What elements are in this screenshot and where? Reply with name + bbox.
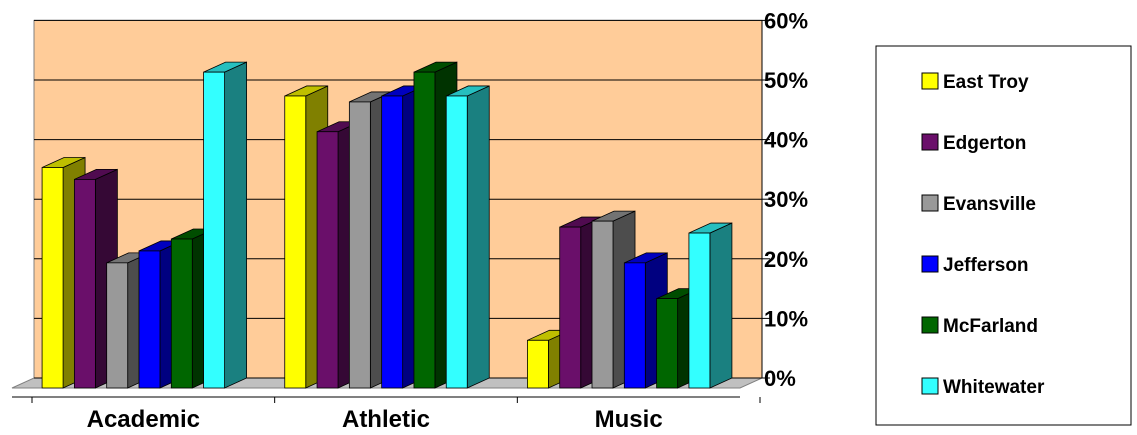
bar-front	[73, 178, 96, 389]
bar-front	[106, 262, 129, 389]
value-tick-label: 30%	[764, 187, 808, 212]
legend-swatch	[921, 255, 939, 273]
legend-item: Evansville	[921, 194, 1036, 215]
value-tick-label: 40%	[764, 128, 808, 153]
legend-label: Jefferson	[943, 255, 1029, 276]
legend-item: Edgerton	[921, 133, 1026, 154]
category-label: Athletic	[342, 406, 430, 430]
legend-item: Jefferson	[921, 255, 1029, 276]
legend-swatch	[921, 72, 939, 90]
legend-box	[875, 45, 1132, 426]
bar-front	[413, 71, 436, 389]
bar-front	[656, 298, 679, 389]
bar-front	[41, 167, 64, 389]
legend-swatch	[921, 377, 939, 395]
value-tick-label: 20%	[764, 247, 808, 272]
bar-front	[591, 220, 614, 389]
bar	[445, 85, 490, 389]
bar-front	[348, 101, 371, 389]
legend-item: Whitewater	[921, 377, 1045, 398]
bar-side	[709, 222, 733, 389]
legend-swatch	[921, 133, 939, 151]
value-tick-label: 10%	[764, 306, 808, 331]
bar	[688, 222, 733, 389]
legend-swatch	[921, 316, 939, 334]
legend-label: McFarland	[943, 316, 1038, 337]
bar-front	[138, 250, 161, 389]
bar-front	[623, 262, 646, 389]
legend-label: Evansville	[943, 194, 1036, 215]
bar-front	[688, 232, 711, 389]
bar-front	[527, 339, 549, 389]
legend-label: Whitewater	[943, 377, 1045, 398]
bar-side	[224, 61, 247, 389]
legend-label: Edgerton	[943, 133, 1026, 154]
bar-front	[559, 226, 582, 389]
legend-label: East Troy	[943, 72, 1029, 93]
legend-item: East Troy	[921, 72, 1029, 93]
bar-front	[316, 131, 339, 389]
bar-front	[381, 95, 404, 389]
legend-item: McFarland	[921, 316, 1038, 337]
category-label: Music	[595, 406, 663, 430]
bar-front	[170, 238, 193, 389]
value-tick-label: 60%	[764, 8, 808, 33]
legend-swatch	[921, 194, 939, 212]
bar-front	[203, 71, 225, 389]
bar-side	[466, 85, 490, 389]
bar	[203, 61, 247, 389]
bar-front	[445, 95, 468, 389]
value-tick-label: 0%	[764, 366, 796, 391]
value-tick-label: 50%	[764, 68, 808, 93]
bar-front	[284, 95, 307, 389]
category-label: Academic	[87, 406, 200, 430]
